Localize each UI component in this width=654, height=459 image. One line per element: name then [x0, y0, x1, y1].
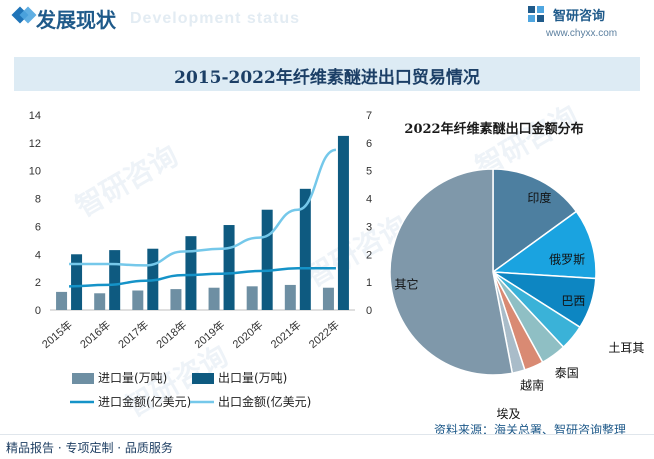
y-axis-right-tick: 6	[366, 138, 372, 150]
bar-export-volume	[299, 188, 311, 310]
line-import-value	[69, 266, 336, 288]
y-axis-right-tick: 2	[366, 249, 372, 261]
pie-slice	[389, 168, 514, 376]
chart-title: 2015-2022年纤维素醚进出口贸易情况	[174, 68, 480, 88]
legend-swatch	[192, 373, 214, 384]
bar-import-volume	[208, 287, 220, 310]
y-axis-right-tick: 1	[366, 277, 372, 289]
y-axis-left-tick: 14	[29, 110, 41, 122]
legend-label: 进口金额(亿美元)	[98, 394, 191, 409]
x-axis-tick: 2021年	[268, 318, 304, 352]
pie-label: 土耳其	[608, 341, 644, 355]
pie-label: 印度	[527, 190, 551, 205]
legend-label: 进口量(万吨)	[98, 371, 167, 385]
logo-icon	[528, 6, 544, 22]
pie-label: 巴西	[561, 294, 585, 308]
bar-export-volume	[337, 135, 349, 310]
y-axis-left-tick: 8	[35, 194, 41, 206]
pie-label: 埃及	[496, 407, 520, 421]
chart-title-band: 2015-2022年纤维素醚进出口贸易情况	[14, 57, 640, 91]
y-axis-left-tick: 12	[29, 138, 41, 150]
x-axis-tick: 2018年	[153, 318, 189, 352]
bar-export-volume	[261, 209, 273, 310]
logo-url: www.chyxx.com	[546, 28, 618, 39]
y-axis-left-tick: 6	[35, 221, 41, 233]
y-axis-left-tick: 4	[35, 249, 41, 261]
bar-export-volume	[71, 254, 83, 310]
bar-import-volume	[132, 290, 144, 310]
bar-import-volume	[170, 289, 182, 310]
header-title: 发展现状	[36, 8, 116, 32]
x-axis-tick: 2016年	[77, 318, 113, 352]
header-bar	[0, 0, 654, 46]
bar-import-volume	[94, 293, 106, 310]
pie-label: 泰国	[555, 366, 579, 380]
footer-text: 精品报告 · 专项定制 · 品质服务	[6, 441, 173, 455]
x-axis-tick: 2019年	[191, 318, 227, 352]
legend-label: 出口金额(亿美元)	[218, 394, 311, 409]
y-axis-left-tick: 10	[29, 166, 41, 178]
bar-export-volume	[109, 250, 121, 310]
y-axis-right-tick: 3	[366, 221, 372, 233]
bar-export-volume	[223, 225, 235, 310]
x-axis-tick: 2017年	[115, 318, 151, 352]
y-axis-left-tick: 2	[35, 277, 41, 289]
pie-slice	[490, 210, 597, 280]
logo-name: 智研咨询	[553, 9, 606, 24]
x-axis-tick: 2022年	[306, 318, 342, 352]
legend-label: 出口量(万吨)	[218, 371, 287, 385]
y-axis-right-tick: 7	[366, 110, 372, 122]
header-subtitle-watermark: Development status	[130, 10, 301, 27]
source-note: 资料来源：海关总署、智研咨询整理	[434, 423, 627, 437]
bar-import-volume	[322, 287, 334, 310]
pie-slice	[492, 168, 578, 274]
bar-export-volume	[185, 236, 197, 310]
line-export-value	[69, 148, 337, 267]
y-axis-right-tick: 4	[366, 194, 372, 206]
y-axis-right-tick: 5	[366, 166, 372, 178]
x-axis-tick: 2015年	[39, 318, 75, 352]
y-axis-left-tick: 0	[35, 305, 41, 317]
x-axis-tick: 2020年	[229, 318, 265, 352]
bar-import-volume	[246, 286, 258, 310]
footer-bar	[0, 434, 654, 459]
y-axis-right-tick: 0	[366, 305, 372, 317]
bar-import-volume	[284, 284, 296, 310]
pie-label: 越南	[520, 377, 544, 392]
pie-title: 2022年纤维素醚出口金额分布	[404, 121, 583, 137]
pie-label: 其它	[394, 276, 418, 291]
legend-swatch	[72, 373, 94, 384]
pie-label: 俄罗斯	[549, 253, 585, 267]
bar-import-volume	[56, 291, 68, 310]
